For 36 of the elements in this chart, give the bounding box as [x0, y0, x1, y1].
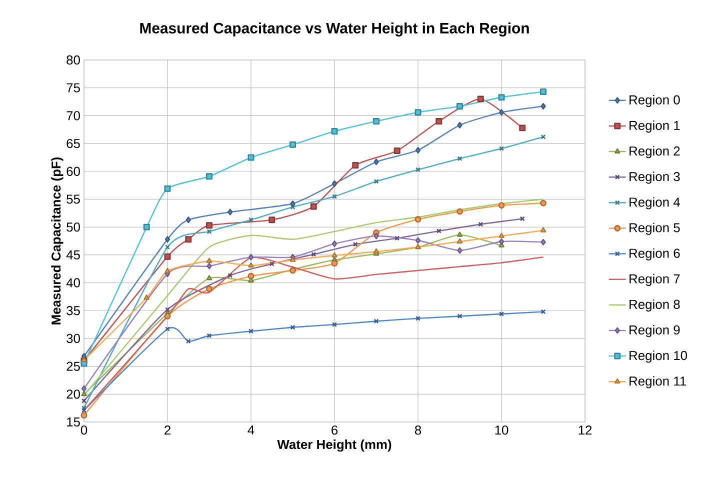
- y-axis-title: Measured Capacitance (pF): [51, 157, 64, 324]
- x-tick-label: 6: [332, 426, 338, 435]
- x-tick-label: 4: [248, 426, 254, 434]
- x-tick-label: 0: [80, 426, 88, 435]
- y-tick-label: 25: [66, 362, 80, 371]
- x-tick-label: 10: [495, 426, 508, 435]
- x-tick-label: 8: [414, 426, 422, 435]
- x-tick-label: 2: [164, 426, 170, 435]
- legend-label: Region 0: [630, 94, 680, 108]
- legend-label: Region 1: [630, 120, 680, 133]
- legend-label: Region 9: [630, 325, 680, 338]
- legend-label: Region 2: [630, 146, 680, 158]
- legend-label: Region 11: [630, 376, 686, 388]
- y-tick-label: 75: [66, 83, 80, 92]
- x-tick-label: 12: [578, 426, 592, 435]
- y-tick-label: 15: [67, 417, 80, 427]
- y-tick-label: 50: [66, 222, 80, 232]
- legend-label: Region 7: [630, 274, 680, 286]
- y-tick-label: 65: [66, 138, 80, 148]
- x-axis-title: Water Height (mm): [277, 440, 392, 452]
- legend-label: Region 5: [630, 222, 680, 235]
- y-tick-label: 30: [66, 334, 80, 344]
- legend-label: Region 3: [630, 172, 680, 184]
- y-tick-label: 55: [66, 194, 80, 204]
- y-tick-label: 40: [66, 278, 80, 288]
- legend-label: Region 10: [630, 350, 688, 363]
- legend-label: Region 8: [630, 299, 680, 312]
- y-tick-label: 20: [66, 390, 80, 399]
- y-tick-label: 70: [66, 111, 80, 120]
- legend-label: Region 6: [630, 248, 680, 260]
- y-tick-label: 60: [66, 166, 80, 176]
- chart-title: Measured Capacitance vs Water Height in Each Region: [140, 22, 529, 37]
- y-tick-label: 80: [66, 55, 80, 65]
- legend-label: Region 4: [630, 197, 680, 210]
- y-tick-label: 45: [66, 250, 80, 260]
- y-tick-label: 35: [66, 306, 80, 316]
